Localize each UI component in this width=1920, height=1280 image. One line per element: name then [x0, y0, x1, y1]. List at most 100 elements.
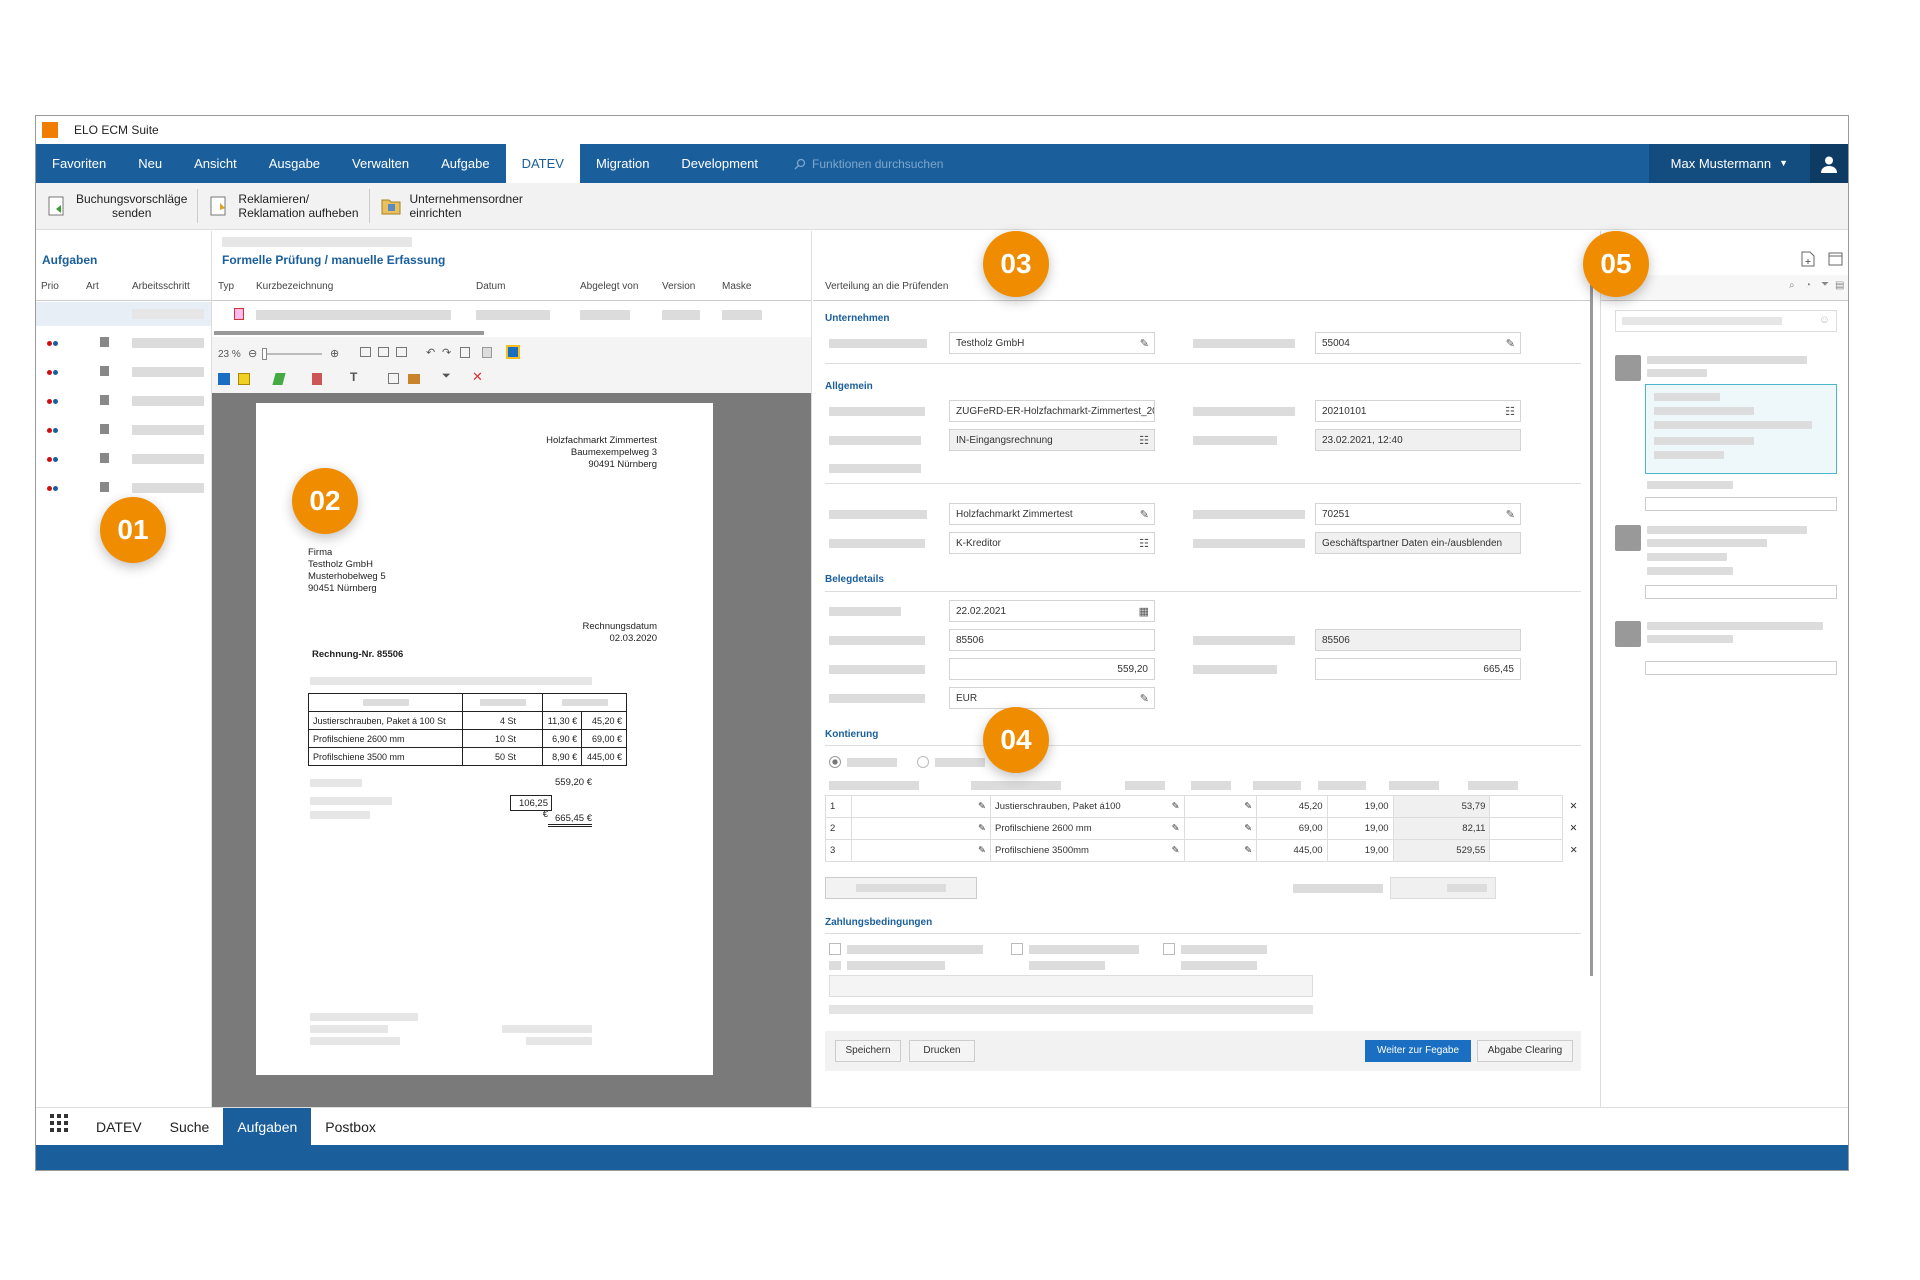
- menu-migration[interactable]: Migration: [595, 156, 650, 171]
- edit-icon[interactable]: ✎: [978, 823, 986, 834]
- edit-icon[interactable]: ✎: [1244, 845, 1253, 856]
- task-row[interactable]: [36, 389, 211, 413]
- task-row[interactable]: [36, 476, 211, 500]
- edit-icon[interactable]: ✎: [1244, 823, 1253, 834]
- tab-suche[interactable]: Suche: [169, 1118, 210, 1135]
- receipt-number-field[interactable]: 85506: [949, 629, 1155, 651]
- calendar-icon[interactable]: ▦: [1138, 606, 1149, 618]
- col-art[interactable]: Art: [86, 281, 99, 292]
- list-view-icon[interactable]: ▤: [1835, 280, 1845, 291]
- tax-rate-cell[interactable]: 19,00: [1326, 817, 1394, 840]
- company-field[interactable]: Testholz GmbH ✎: [949, 332, 1155, 354]
- gross-amount-field[interactable]: 665,45: [1315, 658, 1521, 680]
- edit-icon[interactable]: ✎: [1505, 509, 1515, 521]
- feed-search-input[interactable]: ☺: [1615, 310, 1837, 332]
- form-scrollbar[interactable]: [1590, 276, 1593, 976]
- panel-layout-icon[interactable]: [1828, 252, 1843, 266]
- account-cell[interactable]: ✎: [851, 839, 991, 862]
- redact-tool-icon[interactable]: [388, 373, 399, 384]
- col-prio[interactable]: Prio: [41, 281, 59, 292]
- document-type-field[interactable]: IN-Eingangsrechnung ☷: [949, 429, 1155, 451]
- menu-ansicht[interactable]: Ansicht: [194, 156, 237, 171]
- description-cell[interactable]: Justierschrauben, Paket á100 ✎: [989, 795, 1185, 818]
- edit-icon[interactable]: ✎: [1139, 509, 1149, 521]
- complaint-button[interactable]: Reklamieren/Reklamation aufheben: [198, 189, 370, 223]
- col-version[interactable]: Version: [662, 281, 696, 292]
- kontierung-row[interactable]: 3 ✎ Profilschiene 3500mm ✎ ✎ 445,00 19,00…: [824, 839, 1585, 862]
- rotate-right-icon[interactable]: ↷: [442, 347, 452, 359]
- edit-icon[interactable]: ✎: [1244, 801, 1253, 812]
- zoom-in-icon[interactable]: ⊕: [330, 348, 340, 360]
- save-button[interactable]: Speichern: [835, 1040, 901, 1062]
- company-number-field[interactable]: 55004 ✎: [1315, 332, 1521, 354]
- cost-center-cell[interactable]: ✎: [1183, 795, 1258, 818]
- task-row[interactable]: [36, 302, 211, 326]
- document-scrollbar[interactable]: [214, 331, 484, 335]
- menu-verwalten[interactable]: Verwalten: [352, 156, 410, 171]
- radio-option-2[interactable]: [917, 756, 929, 768]
- forward-to-approval-button[interactable]: Weiter zur Fegabe: [1365, 1040, 1471, 1062]
- document-date-field[interactable]: 20210101 ☷: [1315, 400, 1521, 422]
- delete-annotation-icon[interactable]: ✕: [472, 369, 483, 384]
- menu-development[interactable]: Development: [681, 156, 759, 171]
- edit-icon[interactable]: ✎: [1171, 801, 1180, 812]
- list-icon[interactable]: ☷: [1139, 435, 1149, 447]
- booking-suggestions-button[interactable]: Buchungsvorschläge senden: [36, 189, 199, 223]
- select-tool-icon[interactable]: [218, 373, 230, 385]
- edit-icon[interactable]: ✎: [978, 845, 986, 856]
- edit-icon[interactable]: ✎: [1505, 338, 1515, 350]
- save-view-icon[interactable]: [482, 347, 492, 358]
- account-cell[interactable]: ✎: [851, 795, 991, 818]
- highlight-tool-icon[interactable]: [272, 373, 286, 385]
- add-row-button[interactable]: [825, 877, 977, 899]
- partner-toggle-button[interactable]: Geschäftspartner Daten ein-/ausblenden: [1315, 532, 1521, 554]
- tab-postbox[interactable]: Postbox: [325, 1118, 376, 1135]
- col-maske[interactable]: Maske: [722, 281, 752, 292]
- edit-icon[interactable]: ✎: [1139, 693, 1149, 705]
- search-icon[interactable]: ⌕: [1789, 280, 1795, 291]
- submit-clearing-button[interactable]: Abgabe Clearing: [1477, 1040, 1573, 1062]
- list-icon[interactable]: ☷: [1505, 406, 1515, 418]
- filter-icon[interactable]: ⏷: [1821, 279, 1829, 290]
- document-row[interactable]: [212, 302, 811, 328]
- filter-tool-icon[interactable]: ⏷: [442, 370, 451, 382]
- edit-icon[interactable]: ✎: [978, 801, 986, 812]
- edit-icon[interactable]: ✎: [1171, 845, 1180, 856]
- kontierung-row[interactable]: 1 ✎ Justierschrauben, Paket á100 ✎ ✎ 45,2…: [824, 795, 1585, 818]
- company-folder-button[interactable]: Unternehmensordner einrichten: [370, 189, 533, 223]
- fit-width-icon[interactable]: [378, 347, 389, 357]
- cost-center-cell[interactable]: ✎: [1183, 817, 1258, 840]
- description-cell[interactable]: Profilschiene 2600 mm ✎: [989, 817, 1185, 840]
- fit-page-icon[interactable]: [360, 347, 371, 357]
- menu-favoriten[interactable]: Favoriten: [52, 156, 107, 171]
- payment-checkbox[interactable]: [829, 943, 841, 955]
- menu-neu[interactable]: Neu: [138, 156, 163, 171]
- delete-row-icon[interactable]: ✕: [1569, 801, 1578, 812]
- new-document-icon[interactable]: [1801, 251, 1815, 267]
- kontierung-row[interactable]: 2 ✎ Profilschiene 2600 mm ✎ ✎ 69,00 19,00…: [824, 817, 1585, 840]
- col-datum[interactable]: Datum: [476, 281, 506, 292]
- user-profile-button[interactable]: [1810, 144, 1848, 183]
- payment-checkbox[interactable]: [1011, 943, 1023, 955]
- currency-field[interactable]: EUR ✎: [949, 687, 1155, 709]
- amount-cell[interactable]: 45,20: [1256, 795, 1328, 818]
- feed-comment-input[interactable]: [1645, 497, 1837, 511]
- task-row[interactable]: [36, 447, 211, 471]
- payment-checkbox[interactable]: [1163, 943, 1175, 955]
- tab-aufgaben[interactable]: Aufgaben: [223, 1107, 312, 1146]
- annotate-icon[interactable]: [506, 345, 520, 359]
- feed-comment-input[interactable]: [1645, 661, 1837, 675]
- tax-rate-cell[interactable]: 19,00: [1326, 839, 1394, 862]
- task-row[interactable]: [36, 360, 211, 384]
- function-search[interactable]: Funktionen durchsuchen: [794, 157, 943, 171]
- rss-icon[interactable]: ◔: [1805, 280, 1812, 291]
- menu-aufgabe[interactable]: Aufgabe: [441, 156, 490, 171]
- col-abgelegt-von[interactable]: Abgelegt von: [580, 281, 639, 292]
- note-tool-icon[interactable]: [238, 373, 250, 385]
- print-button[interactable]: Drucken: [909, 1040, 975, 1062]
- emoji-icon[interactable]: ☺: [1818, 314, 1830, 326]
- task-row[interactable]: [36, 331, 211, 355]
- feed-entry-selected[interactable]: [1645, 384, 1837, 474]
- document-name-field[interactable]: ZUGFeRD-ER-Holzfachmarkt-Zimmertest_2020: [949, 400, 1155, 422]
- tab-datev[interactable]: DATEV: [96, 1118, 142, 1135]
